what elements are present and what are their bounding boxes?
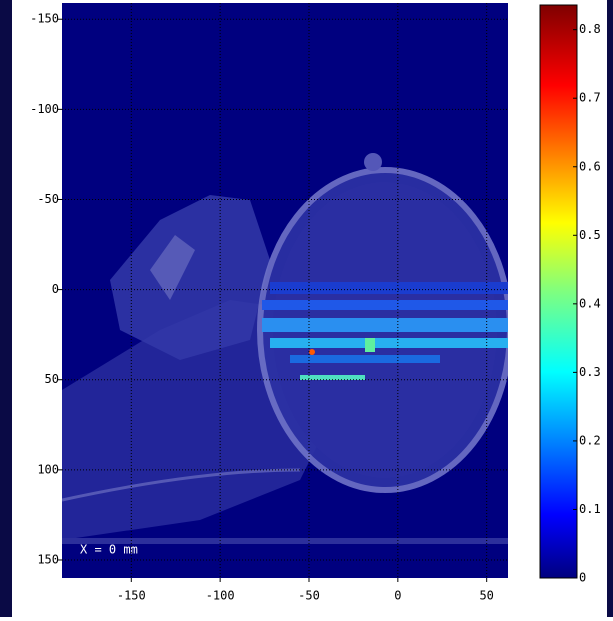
colorbar <box>539 4 578 579</box>
colorbar-tick-label: 0.3 <box>579 365 601 379</box>
colorbar-tick-label: 0.2 <box>579 433 601 447</box>
colorbar-tick-label: 0.1 <box>579 502 601 516</box>
y-tick-label: 150 <box>37 552 59 566</box>
y-tick-label: -50 <box>37 192 59 206</box>
y-tick-label: 0 <box>52 282 59 296</box>
y-tick-label: -150 <box>30 12 59 26</box>
ct-image <box>62 153 508 544</box>
colorbar-tick-label: 0.8 <box>579 22 601 36</box>
colorbar-tick-label: 0.6 <box>579 159 601 173</box>
x-tick-label: -50 <box>298 589 320 603</box>
frame-edge <box>607 0 613 617</box>
y-tick-label: -100 <box>30 102 59 116</box>
colorbar-tick-label: 0.4 <box>579 296 601 310</box>
y-tick-label: 50 <box>45 372 59 386</box>
frame-edge <box>0 0 12 617</box>
x-tick-label: -150 <box>117 589 146 603</box>
y-tick-label: 100 <box>37 462 59 476</box>
annotation: X = 0 mm <box>80 543 138 557</box>
colorbar-tick-label: 0.5 <box>579 228 601 242</box>
colorbar-tick-label: 0.7 <box>579 91 601 105</box>
x-tick-label: 50 <box>479 589 493 603</box>
colorbar-tick-label: 0 <box>579 571 586 585</box>
x-tick-label: 0 <box>394 589 401 603</box>
x-tick-label: -100 <box>206 589 235 603</box>
